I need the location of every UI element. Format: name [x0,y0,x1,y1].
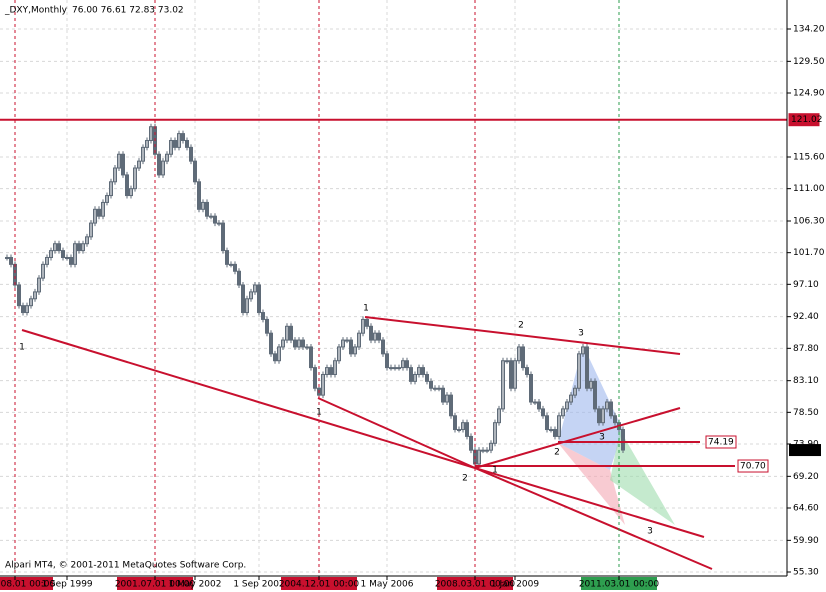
symbol: _DXY,Monthly [4,6,68,16]
y-tick-label: 87.80 [793,344,819,354]
y-tick-label: 134.20 [793,25,825,35]
x-tick-label: 2004.12.01 00:00 [279,580,360,590]
y-tick-label: 55.30 [793,568,819,578]
trendline [21,329,476,469]
y-tick-label: 59.90 [793,536,819,546]
trendline [474,467,705,538]
x-tick-label: 1 May 2002 [169,580,222,590]
pink-zone [558,443,625,525]
x-tick-label: 1 Jan 2009 [491,580,539,590]
green-zone [610,430,675,525]
trendlines [21,316,713,570]
overlay: 121.02 74.19 70.70 1 1 1 2 3 2 1 2 3 3 [0,0,823,576]
y-tick-label: 115.60 [793,153,825,163]
y-tick-label: 83.10 [793,376,819,386]
wave-label: 2 [462,474,468,484]
x-tick-label: 1998.08.01 00:00 [0,580,55,590]
quote: 76.00 76.61 72.83 73.02 [72,6,184,16]
date-box [281,577,357,590]
y-tick-label: 101.70 [793,248,825,258]
date-box [437,577,513,590]
price-box [788,113,820,127]
wave-label: 2 [554,448,560,458]
trendline [317,397,476,469]
x-tick-label: 1 May 2006 [361,580,414,590]
x-tick-label: 2001.07.01 00:00 [115,580,196,590]
y-tick-label: 111.00 [793,184,825,194]
y-tick-label: 92.40 [793,312,819,322]
date-box [581,577,657,590]
copyright: Alpari MT4, © 2001-2011 MetaQuotes Softw… [5,561,246,571]
wave-label: 2 [518,321,524,331]
trendline [364,316,681,355]
price-box [705,435,737,449]
last-price-box [789,444,821,457]
x-tick-label: 2008.03.01 00:00 [435,580,516,590]
date-box [0,577,53,590]
wave-label: 1 [492,466,498,476]
trendline [474,407,681,469]
x-tick-label: 1 Sep 1999 [41,580,93,590]
candles [5,123,625,467]
y-tick-label: 78.50 [793,408,819,418]
y-tick-label: 64.60 [793,503,819,513]
price-label: 121.02 [791,115,823,125]
wave-label: 3 [647,527,653,537]
price-label: 74.19 [708,437,734,447]
y-tick-label: 97.10 [793,280,819,290]
x-tick-label: 1 Sep 2003 [233,580,284,590]
price-label: 70.70 [740,462,766,472]
x-tick-label: 2011.03.01 00:00 [579,580,660,590]
wave-label: 3 [578,329,584,339]
price-box [737,459,769,473]
y-tick-label: 124.90 [793,89,825,99]
y-tick-label: 69.20 [793,472,819,482]
grid [0,0,787,576]
date-box [117,577,193,590]
y-tick-label: 129.50 [793,57,825,67]
last-price-label: 73.02 [791,446,817,456]
wave-label: 1 [316,408,322,418]
trendline [474,467,713,570]
wave-label: 3 [599,433,605,443]
wave-label: 1 [19,343,25,353]
wave-label: 1 [363,304,369,314]
y-tick-label: 106.30 [793,217,825,227]
